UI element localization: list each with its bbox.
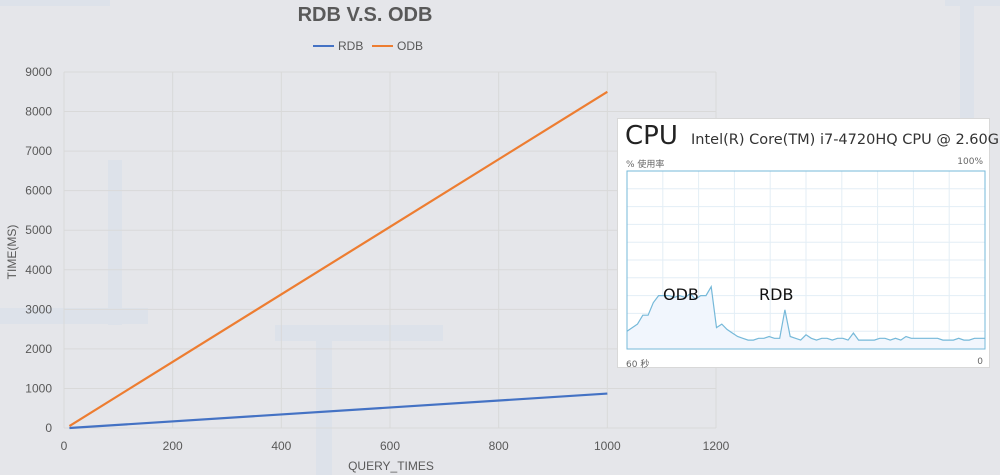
max-percent-label: 100% [957, 157, 983, 167]
x-tick-label: 800 [489, 439, 509, 453]
time-span-label: 60 秒 [626, 360, 650, 370]
background-decoration [0, 0, 110, 6]
cpu-graph-border [626, 170, 986, 350]
series-line-odb [68, 90, 608, 427]
y-tick-label: 5000 [25, 223, 52, 237]
y-axis-label: TIME(MS) [5, 225, 19, 280]
background-decoration [275, 325, 443, 341]
background-decoration [960, 0, 974, 118]
y-tick-label: 7000 [25, 144, 52, 158]
y-tick-label: 1000 [25, 381, 52, 395]
annotation-odb: ODB [663, 285, 699, 304]
x-tick-label: 0 [61, 439, 68, 453]
y-tick-label: 4000 [25, 263, 52, 277]
annotation-rdb: RDB [759, 285, 793, 304]
background-decoration [0, 308, 148, 324]
x-tick-label: 200 [163, 439, 183, 453]
x-tick-label: 400 [271, 439, 291, 453]
y-tick-label: 6000 [25, 184, 52, 198]
cpu-usage-area [627, 286, 985, 349]
cpu-title: CPU [625, 121, 678, 151]
cpu-usage-line [626, 284, 985, 341]
chart-title: RDB V.S. ODB [298, 4, 433, 26]
background-decoration [108, 160, 122, 325]
cpu-processor-name: Intel(R) Core(TM) i7-4720HQ CPU @ 2.60G.… [691, 132, 1000, 148]
zero-label: 0 [977, 357, 983, 367]
x-axis-label: QUERY_TIMES [348, 459, 434, 473]
x-tick-label: 1200 [703, 439, 730, 453]
legend-label-odb: ODB [397, 39, 423, 53]
utilization-label: % 使用率 [626, 160, 665, 170]
y-tick-label: 3000 [25, 302, 52, 316]
y-tick-label: 0 [45, 421, 52, 435]
cpu-usage-graph: ODB RDB [626, 170, 986, 350]
y-tick-label: 8000 [25, 105, 52, 119]
x-tick-label: 1000 [594, 439, 621, 453]
legend-label-rdb: RDB [338, 39, 363, 53]
y-tick-label: 2000 [25, 342, 52, 356]
series-line-rdb [69, 392, 608, 430]
legend: RDB ODB [313, 39, 423, 53]
cpu-monitor-panel: CPU Intel(R) Core(TM) i7-4720HQ CPU @ 2.… [617, 118, 1000, 370]
y-tick-label: 9000 [25, 65, 52, 79]
background-decoration [316, 325, 332, 475]
x-tick-label: 600 [380, 439, 400, 453]
background-decoration [945, 0, 1000, 6]
